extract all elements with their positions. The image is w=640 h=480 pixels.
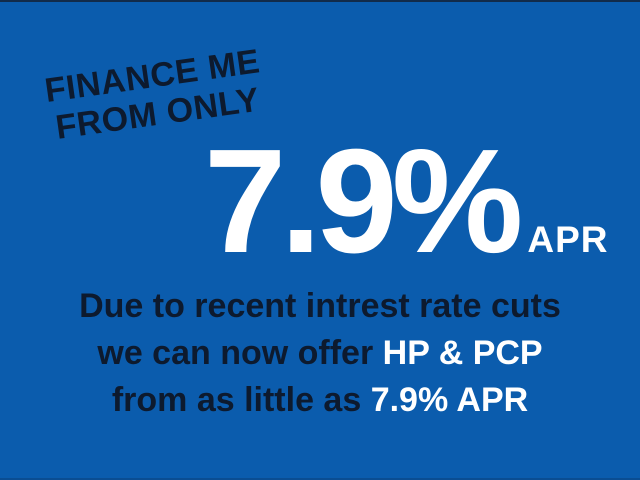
top-edge-line <box>0 0 640 2</box>
body-line-2-text: we can now offer <box>97 334 383 372</box>
apr-rate-value: 7.9% <box>204 119 523 284</box>
apr-rate-unit: APR <box>527 219 609 260</box>
promo-body-text: Due to recent intrest rate cuts we can n… <box>0 283 640 424</box>
body-line-1: Due to recent intrest rate cuts <box>79 287 561 325</box>
body-line-3: from as little as 7.9% APR <box>0 377 640 424</box>
body-line-3-highlight: 7.9% APR <box>370 381 529 419</box>
body-line-2: we can now offer HP & PCP <box>0 330 640 377</box>
body-line-2-highlight: HP & PCP <box>382 334 543 372</box>
bottom-edge-line <box>0 478 640 480</box>
apr-rate: 7.9% APR <box>204 128 608 276</box>
body-line-3-text: from as little as <box>111 381 371 419</box>
